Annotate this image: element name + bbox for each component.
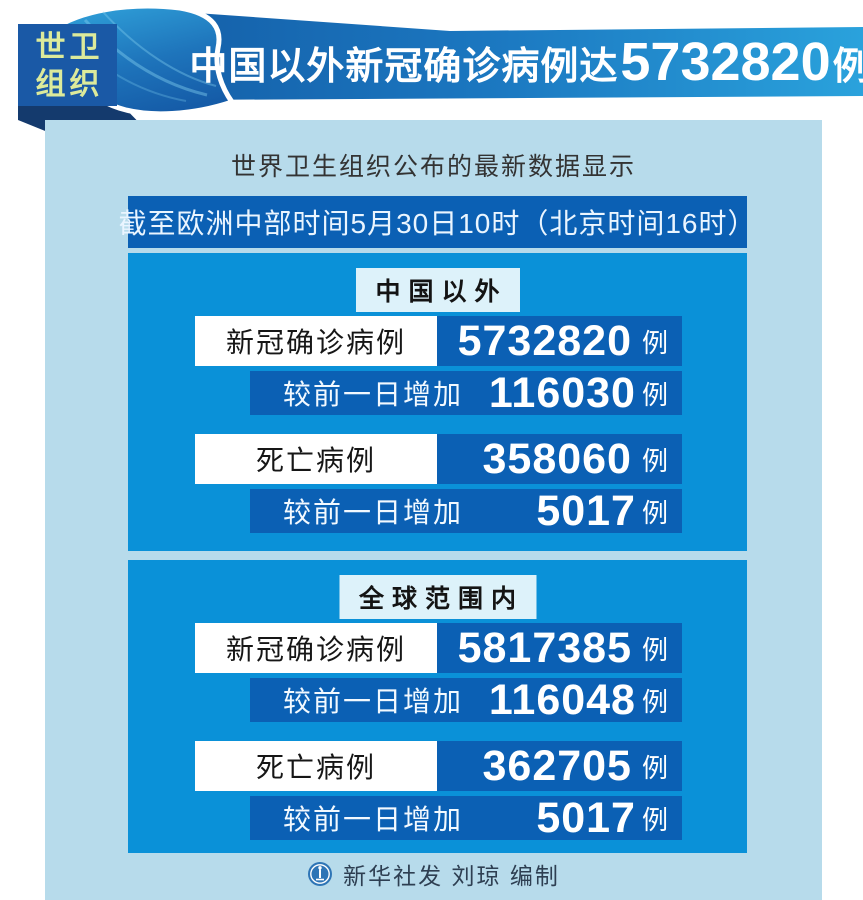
table-row: 死亡病例 362705 例: [195, 741, 682, 791]
title-bar-shape: [180, 13, 863, 100]
row-value: 5017: [536, 486, 636, 535]
row-label: 较前一日增加: [283, 804, 464, 835]
table-row: 较前一日增加 116048 例: [250, 675, 682, 724]
row-unit: 例: [641, 327, 668, 358]
row-unit: 例: [641, 497, 668, 528]
title-suffix: 例: [832, 45, 863, 88]
title-prefix: 中国以外新冠确诊病例达: [189, 45, 619, 88]
section-title: 中国以外: [355, 268, 520, 312]
credit-text: 新华社发 刘琼 编制: [343, 863, 560, 889]
footer-credit: 新华社发 刘琼 编制: [45, 857, 822, 891]
table-row: 死亡病例 358060 例: [195, 434, 682, 484]
table-row: 较前一日增加 116030 例: [250, 368, 682, 417]
row-value: 358060: [482, 434, 632, 483]
row-label: 新冠确诊病例: [195, 316, 437, 366]
subtitle: 世界卫生组织公布的最新数据显示: [230, 153, 636, 181]
row-value-bar: 5817385 例: [437, 623, 682, 673]
section-title: 全球范围内: [338, 575, 537, 619]
row-value-bar: 5732820 例: [437, 316, 682, 366]
row-unit: 例: [641, 379, 668, 410]
row-value-bar: 362705 例: [437, 741, 682, 791]
who-badge: 世卫 组织: [18, 26, 117, 106]
table-row: 较前一日增加 5017 例: [250, 486, 682, 535]
row-label: 新冠确诊病例: [195, 623, 437, 673]
row-label: 较前一日增加: [283, 686, 464, 717]
row-label: 死亡病例: [195, 741, 437, 791]
section-outside-china: 中国以外 新冠确诊病例 5732820 例 较前一日增加 116030 例 死亡…: [128, 253, 747, 551]
table-row: 新冠确诊病例 5732820 例: [195, 316, 682, 366]
who-badge-shape: [18, 24, 117, 106]
row-unit: 例: [641, 804, 668, 835]
section-worldwide: 全球范围内 新冠确诊病例 5817385 例 较前一日增加 116048 例 死…: [128, 560, 747, 853]
title-number: 5732820: [620, 32, 831, 92]
row-unit: 例: [641, 686, 668, 717]
row-label: 死亡病例: [195, 434, 437, 484]
page-title: 中国以外新冠确诊病例达 5732820 例: [189, 28, 863, 96]
who-badge-line1: 世卫: [35, 31, 104, 64]
row-unit: 例: [641, 445, 668, 476]
row-value: 5017: [536, 793, 636, 842]
table-row: 较前一日增加 5017 例: [250, 793, 682, 842]
table-row: 新冠确诊病例 5817385 例: [195, 623, 682, 673]
row-label: 较前一日增加: [283, 497, 464, 528]
row-unit: 例: [641, 752, 668, 783]
row-value: 116030: [488, 368, 636, 417]
row-value: 116048: [488, 675, 636, 724]
row-value: 362705: [482, 741, 632, 790]
row-label: 较前一日增加: [283, 379, 464, 410]
as-of-date-bar: 截至欧洲中部时间5月30日10时（北京时间16时）: [119, 196, 756, 248]
row-value: 5817385: [457, 623, 632, 672]
xinhua-emblem-icon: [308, 862, 333, 886]
row-unit: 例: [641, 634, 668, 665]
row-value-bar: 358060 例: [437, 434, 682, 484]
who-badge-line2: 组织: [35, 68, 104, 101]
row-value: 5732820: [457, 316, 632, 365]
banner-ribbon-graphic: [18, 3, 863, 137]
